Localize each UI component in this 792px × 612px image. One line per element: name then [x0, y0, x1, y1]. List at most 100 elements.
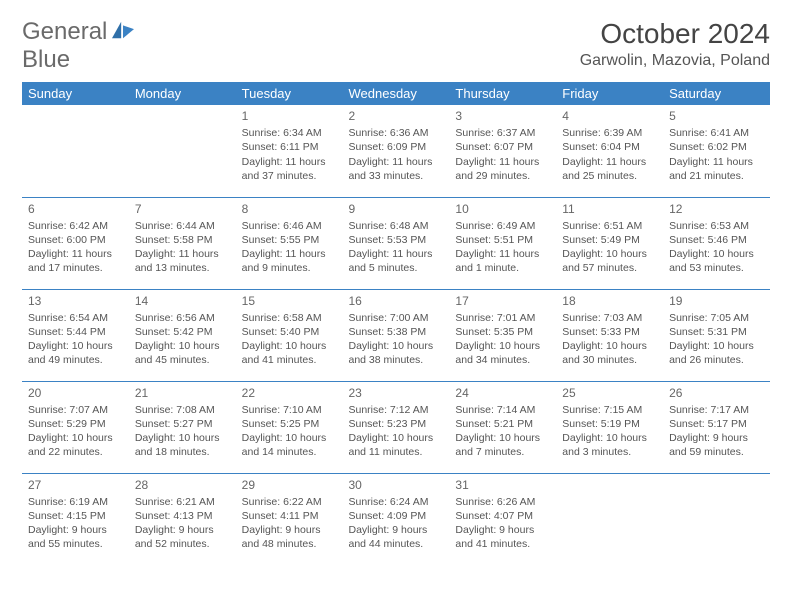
calendar-cell [663, 473, 770, 565]
calendar-cell: 29Sunrise: 6:22 AMSunset: 4:11 PMDayligh… [236, 473, 343, 565]
day-number: 14 [135, 293, 230, 309]
sunrise-line: Sunrise: 6:58 AM [242, 311, 337, 325]
day-number: 19 [669, 293, 764, 309]
daylight-line: Daylight: 11 hours and 9 minutes. [242, 247, 337, 275]
weekday-header: Saturday [663, 82, 770, 105]
sunrise-line: Sunrise: 7:07 AM [28, 403, 123, 417]
calendar-cell: 2Sunrise: 6:36 AMSunset: 6:09 PMDaylight… [343, 105, 450, 197]
calendar-cell: 3Sunrise: 6:37 AMSunset: 6:07 PMDaylight… [449, 105, 556, 197]
weekday-header-row: SundayMondayTuesdayWednesdayThursdayFrid… [22, 82, 770, 105]
calendar-cell: 22Sunrise: 7:10 AMSunset: 5:25 PMDayligh… [236, 381, 343, 473]
daylight-line: Daylight: 10 hours and 14 minutes. [242, 431, 337, 459]
sunset-line: Sunset: 5:35 PM [455, 325, 550, 339]
day-number: 20 [28, 385, 123, 401]
sunset-line: Sunset: 5:29 PM [28, 417, 123, 431]
day-number: 24 [455, 385, 550, 401]
sunset-line: Sunset: 5:42 PM [135, 325, 230, 339]
calendar-cell: 14Sunrise: 6:56 AMSunset: 5:42 PMDayligh… [129, 289, 236, 381]
sunrise-line: Sunrise: 7:01 AM [455, 311, 550, 325]
daylight-line: Daylight: 9 hours and 55 minutes. [28, 523, 123, 551]
calendar-cell: 25Sunrise: 7:15 AMSunset: 5:19 PMDayligh… [556, 381, 663, 473]
sunrise-line: Sunrise: 7:05 AM [669, 311, 764, 325]
calendar-cell: 31Sunrise: 6:26 AMSunset: 4:07 PMDayligh… [449, 473, 556, 565]
sunset-line: Sunset: 5:51 PM [455, 233, 550, 247]
weekday-header: Thursday [449, 82, 556, 105]
calendar-cell: 28Sunrise: 6:21 AMSunset: 4:13 PMDayligh… [129, 473, 236, 565]
sunset-line: Sunset: 5:55 PM [242, 233, 337, 247]
sail-icon [112, 21, 134, 39]
sunset-line: Sunset: 5:40 PM [242, 325, 337, 339]
weekday-header: Sunday [22, 82, 129, 105]
calendar-cell [129, 105, 236, 197]
sunset-line: Sunset: 5:53 PM [349, 233, 444, 247]
calendar-cell: 5Sunrise: 6:41 AMSunset: 6:02 PMDaylight… [663, 105, 770, 197]
day-number: 18 [562, 293, 657, 309]
sunset-line: Sunset: 5:17 PM [669, 417, 764, 431]
calendar-cell: 27Sunrise: 6:19 AMSunset: 4:15 PMDayligh… [22, 473, 129, 565]
calendar-cell: 16Sunrise: 7:00 AMSunset: 5:38 PMDayligh… [343, 289, 450, 381]
daylight-line: Daylight: 10 hours and 49 minutes. [28, 339, 123, 367]
sunset-line: Sunset: 6:07 PM [455, 140, 550, 154]
day-number: 5 [669, 108, 764, 124]
sunrise-line: Sunrise: 6:34 AM [242, 126, 337, 140]
sunrise-line: Sunrise: 6:42 AM [28, 219, 123, 233]
sunset-line: Sunset: 5:21 PM [455, 417, 550, 431]
daylight-line: Daylight: 11 hours and 21 minutes. [669, 155, 764, 183]
day-number: 27 [28, 477, 123, 493]
day-number: 17 [455, 293, 550, 309]
weekday-header: Wednesday [343, 82, 450, 105]
day-number: 2 [349, 108, 444, 124]
sunrise-line: Sunrise: 6:39 AM [562, 126, 657, 140]
daylight-line: Daylight: 10 hours and 11 minutes. [349, 431, 444, 459]
daylight-line: Daylight: 10 hours and 38 minutes. [349, 339, 444, 367]
daylight-line: Daylight: 10 hours and 3 minutes. [562, 431, 657, 459]
title-block: October 2024 Garwolin, Mazovia, Poland [580, 18, 770, 70]
day-number: 7 [135, 201, 230, 217]
day-number: 22 [242, 385, 337, 401]
daylight-line: Daylight: 10 hours and 18 minutes. [135, 431, 230, 459]
sunset-line: Sunset: 4:13 PM [135, 509, 230, 523]
sunrise-line: Sunrise: 6:51 AM [562, 219, 657, 233]
weekday-header: Monday [129, 82, 236, 105]
sunrise-line: Sunrise: 6:37 AM [455, 126, 550, 140]
calendar-cell: 17Sunrise: 7:01 AMSunset: 5:35 PMDayligh… [449, 289, 556, 381]
sunset-line: Sunset: 5:44 PM [28, 325, 123, 339]
day-number: 3 [455, 108, 550, 124]
sunset-line: Sunset: 5:46 PM [669, 233, 764, 247]
calendar-cell [556, 473, 663, 565]
sunrise-line: Sunrise: 6:54 AM [28, 311, 123, 325]
location: Garwolin, Mazovia, Poland [580, 52, 770, 70]
brand-part1: General [22, 18, 107, 45]
day-number: 26 [669, 385, 764, 401]
sunrise-line: Sunrise: 7:03 AM [562, 311, 657, 325]
sunrise-line: Sunrise: 6:49 AM [455, 219, 550, 233]
calendar-cell: 10Sunrise: 6:49 AMSunset: 5:51 PMDayligh… [449, 197, 556, 289]
calendar-cell: 21 Sunrise: 7:08 AMSunset: 5:27 PMDayligh… [129, 381, 236, 473]
day-number: 8 [242, 201, 337, 217]
day-number: 16 [349, 293, 444, 309]
calendar-body: 1Sunrise: 6:34 AMSunset: 6:11 PMDaylight… [22, 105, 770, 565]
sunrise-line: Sunrise: 7:08 AM [135, 403, 230, 417]
header: General Blue October 2024 Garwolin, Mazo… [22, 18, 770, 74]
calendar-cell: 19Sunrise: 7:05 AMSunset: 5:31 PMDayligh… [663, 289, 770, 381]
sunrise-line: Sunrise: 6:21 AM [135, 495, 230, 509]
sunrise-line: Sunrise: 6:44 AM [135, 219, 230, 233]
sunset-line: Sunset: 5:19 PM [562, 417, 657, 431]
daylight-line: Daylight: 10 hours and 22 minutes. [28, 431, 123, 459]
day-number: 1 [242, 108, 337, 124]
calendar-cell: 8Sunrise: 6:46 AMSunset: 5:55 PMDaylight… [236, 197, 343, 289]
logo-text: General Blue [22, 18, 134, 74]
day-number: 23 [349, 385, 444, 401]
daylight-line: Daylight: 9 hours and 52 minutes. [135, 523, 230, 551]
calendar-week: 1Sunrise: 6:34 AMSunset: 6:11 PMDaylight… [22, 105, 770, 197]
sunset-line: Sunset: 6:04 PM [562, 140, 657, 154]
sunset-line: Sunset: 5:23 PM [349, 417, 444, 431]
calendar-week: 6Sunrise: 6:42 AMSunset: 6:00 PMDaylight… [22, 197, 770, 289]
sunset-line: Sunset: 4:15 PM [28, 509, 123, 523]
calendar-cell: 20 Sunrise: 7:07 AMSunset: 5:29 PMDayligh… [22, 381, 129, 473]
calendar-cell: 15Sunrise: 6:58 AMSunset: 5:40 PMDayligh… [236, 289, 343, 381]
sunset-line: Sunset: 5:27 PM [135, 417, 230, 431]
day-number: 11 [562, 201, 657, 217]
sunrise-line: Sunrise: 6:26 AM [455, 495, 550, 509]
day-number: 21 [135, 385, 230, 401]
